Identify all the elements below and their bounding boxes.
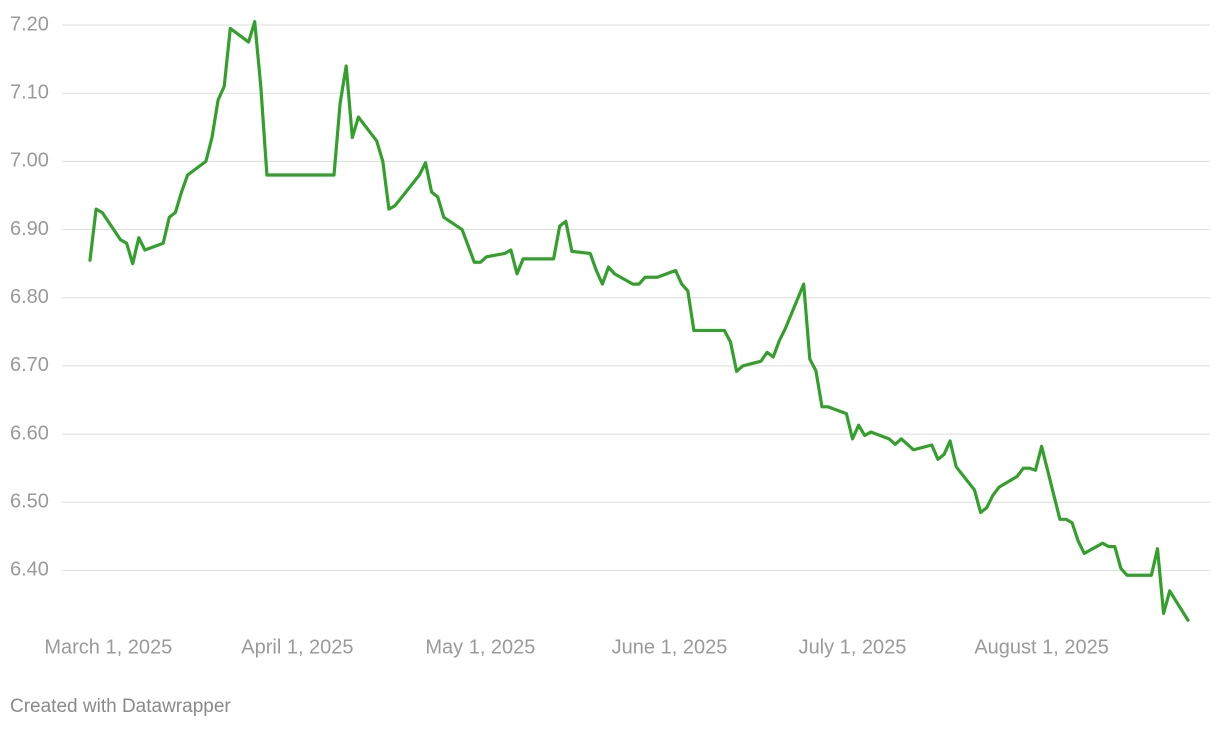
x-tick-label: March 1, 2025 — [44, 636, 172, 658]
y-tick-label: 7.20 — [10, 13, 49, 35]
x-tick-label: April 1, 2025 — [241, 636, 353, 658]
y-tick-label: 6.80 — [10, 286, 49, 308]
y-tick-label: 6.60 — [10, 422, 49, 444]
footer: Created with Datawrapper — [10, 696, 231, 717]
x-tick-label: May 1, 2025 — [425, 636, 535, 658]
y-tick-label: 6.70 — [10, 354, 49, 376]
y-tick-label: 7.00 — [10, 150, 49, 172]
y-tick-label: 6.50 — [10, 491, 49, 513]
y-tick-label: 7.10 — [10, 81, 49, 103]
y-tick-label: 6.40 — [10, 559, 49, 581]
y-tick-label: 6.90 — [10, 218, 49, 240]
x-tick-label: July 1, 2025 — [799, 636, 907, 658]
x-tick-label: August 1, 2025 — [974, 636, 1109, 658]
x-tick-label: June 1, 2025 — [612, 636, 728, 658]
line — [88, 20, 1190, 622]
